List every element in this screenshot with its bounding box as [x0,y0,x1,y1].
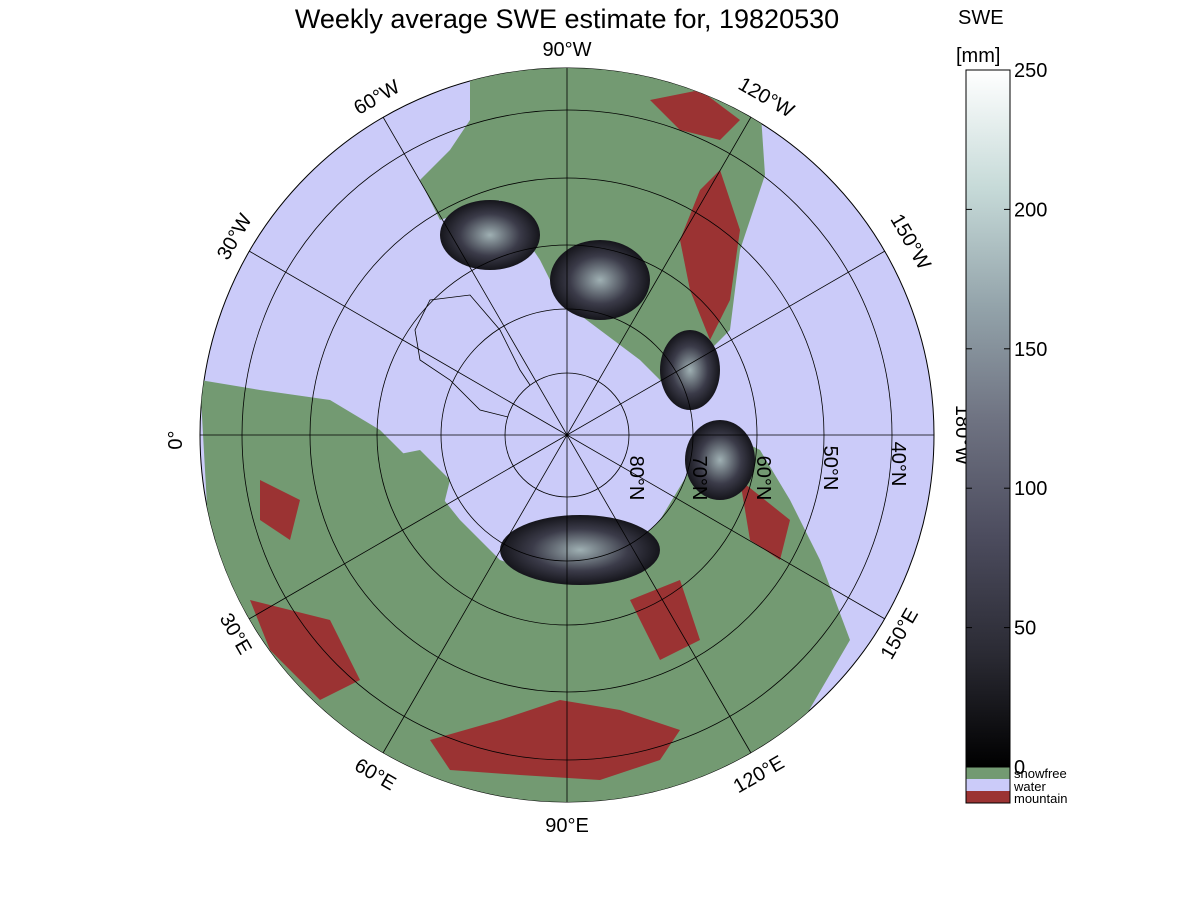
meridian-lines [200,68,934,802]
kamchatka-mountains [740,480,790,560]
legend-frame [965,766,1011,804]
scandes-mountains [260,480,300,540]
east-asia-mountains [630,580,700,660]
legend-label-water: water [1013,779,1046,794]
colorbar-tick-label: 100 [1014,478,1047,500]
lat-label-60n: 60°N [752,456,774,501]
colorbar-tick-label: 50 [1014,618,1036,640]
snow-east-siberia [685,420,755,500]
colorbar-tick-label: 250 [1014,60,1047,82]
legend-swatch-snowfree [966,767,1010,779]
legend-swatch-water [966,779,1010,791]
land-layer [200,68,850,802]
himalaya-mountains [430,700,680,780]
legend-swatch-mountain [966,791,1010,803]
legend-label-mountain: mountain [1014,791,1067,806]
north-america-landmass [420,68,765,400]
map-title: Weekly average SWE estimate for, 1982053… [294,4,840,34]
colorbar-tick-label: 200 [1014,199,1047,221]
colorbar-title-line1: SWE [958,7,1004,29]
snow-arctic-canada [550,240,650,320]
colorbar-tick-label: 150 [1014,339,1047,361]
lat-label-50n: 50°N [819,446,841,491]
colorbar-tick-label: 0 [1014,757,1025,779]
snow-siberia [500,515,660,585]
lat-label-40n: 40°N [887,442,909,487]
scandinavia [370,450,450,530]
latitude-labels: 80°N 70°N 60°N 50°N 40°N [625,442,909,501]
lon-label-90w: 90°W [542,39,591,61]
lon-label-0: 0° [165,430,187,449]
alps-mountains [250,600,360,700]
andes-cordillera [650,90,740,140]
eurasia-landmass [200,380,850,802]
snow-alaska [660,330,720,410]
meridian-150w-30e [248,250,886,620]
colorbar-title-line2: [mm] [956,45,1000,67]
lon-label-90e: 90°E [545,815,589,837]
legend-label-snowfree: snowfree [1014,766,1067,781]
lat-label-70n: 70°N [688,456,710,501]
lat-label-80n: 80°N [625,456,647,501]
colorbar-gradient [965,69,1011,768]
colorbar-ticks: 0 50 100 150 200 250 [966,60,1047,779]
